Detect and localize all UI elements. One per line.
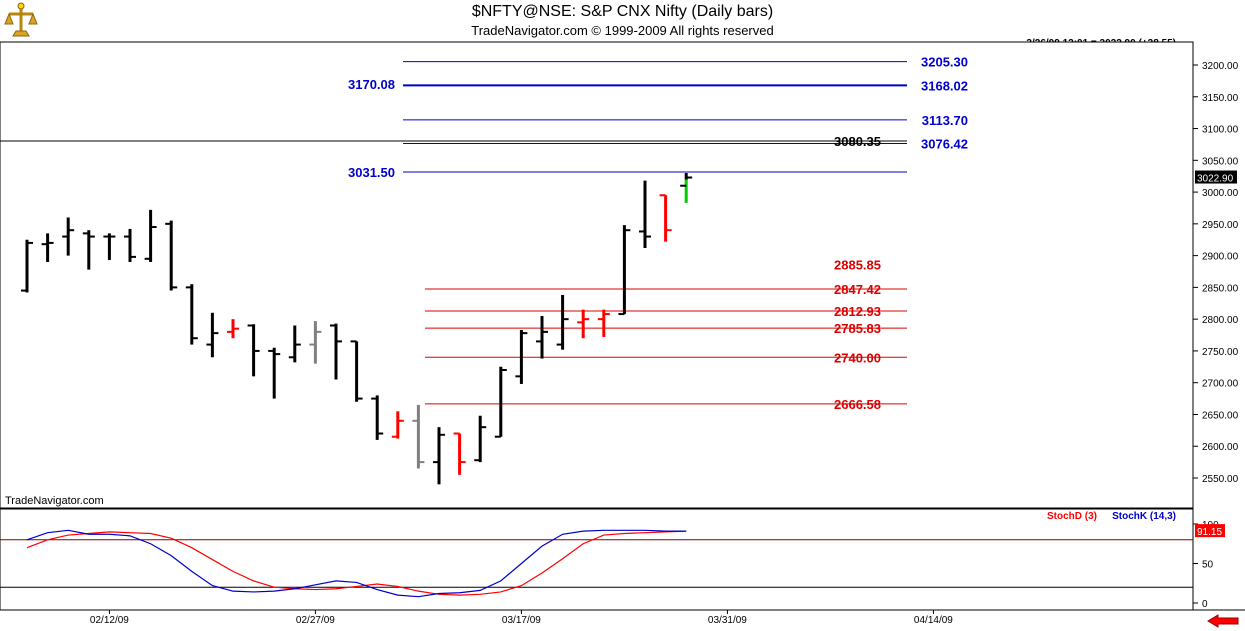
watermark-text: TradeNavigator.com [5, 495, 104, 507]
price-tick-label: 3150.00 [1202, 93, 1239, 104]
price-tick-label: 2750.00 [1202, 347, 1239, 358]
stoch-tick-label: 0 [1202, 599, 1208, 610]
red-level-label: 2812.93 [834, 304, 881, 319]
price-bar [350, 340, 363, 402]
chart-title: $NFTY@NSE: S&P CNX Nifty (Daily bars) [471, 3, 774, 20]
price-bar [680, 173, 693, 203]
price-bar [556, 295, 569, 350]
price-tick-label: 2550.00 [1202, 474, 1239, 485]
price-bar [618, 225, 631, 316]
last-price-marker [1195, 170, 1237, 184]
red-level-label: 2740.00 [834, 350, 881, 365]
price-bar [41, 233, 54, 262]
price-bar [206, 312, 219, 358]
date-tick-label: 02/27/09 [296, 615, 335, 626]
blue-level-label: 3168.02 [921, 78, 968, 93]
price-bar [639, 180, 651, 248]
price-bar [309, 321, 322, 364]
legend-stochk: StochK (14,3) [1112, 511, 1176, 522]
price-tick-label: 2600.00 [1202, 442, 1239, 453]
price-bar [227, 319, 239, 339]
date-tick-label: 03/17/09 [502, 615, 541, 626]
price-bar [330, 323, 342, 380]
price-bar [412, 404, 425, 469]
price-bar [165, 220, 178, 291]
price-bar [82, 230, 95, 270]
price-tick-label: 2650.00 [1202, 410, 1239, 421]
back-arrow-icon[interactable] [1207, 614, 1239, 628]
blue-level-label: 3170.08 [348, 77, 395, 92]
date-tick-label: 02/12/09 [90, 615, 129, 626]
date-tick-label: 04/14/09 [914, 615, 953, 626]
chart-frame [0, 41, 1245, 611]
price-bar [21, 239, 33, 293]
price-bar [494, 366, 507, 438]
price-bar [536, 315, 548, 359]
price-bars [21, 173, 693, 485]
stoch-tick-label: 50 [1202, 560, 1214, 571]
red-level-label: 2847.42 [834, 282, 881, 297]
price-tick-label: 2950.00 [1202, 220, 1239, 231]
price-bar [515, 329, 528, 384]
stoch-series-line [26, 529, 687, 598]
price-bar [577, 309, 590, 339]
price-bar [268, 347, 281, 399]
price-tick-label: 3050.00 [1202, 156, 1239, 167]
price-bar [453, 432, 466, 475]
stoch-last-label: 91.15 [1197, 527, 1222, 538]
red-level-label: 2785.83 [834, 321, 881, 336]
price-bar [433, 427, 445, 485]
legend-stochd: StochD (3) [1047, 511, 1097, 522]
price-tick-label: 3000.00 [1202, 188, 1239, 199]
date-axis: 02/12/09 02/27/09 03/17/09 03/31/09 04/14/09 [90, 610, 953, 626]
red-level-label: 2885.85 [834, 258, 881, 273]
chart-subtitle: TradeNavigator.com © 1999-2009 All right… [471, 23, 774, 38]
price-bar [103, 233, 116, 261]
price-bar [474, 415, 487, 463]
price-axis: 2550.00 2600.00 2650.00 2700.00 2750.00 2800.… [1193, 61, 1239, 485]
price-bar [391, 411, 404, 439]
date-tick-label: 03/31/09 [708, 615, 747, 626]
price-tick-label: 2800.00 [1202, 315, 1239, 326]
trade-navigator-logo-icon [4, 2, 38, 37]
price-bar [659, 194, 672, 242]
price-bar [371, 395, 384, 440]
price-tick-label: 2850.00 [1202, 283, 1239, 294]
price-tick-label: 3100.00 [1202, 125, 1239, 136]
stoch-series-line [26, 530, 687, 596]
price-bar [597, 309, 610, 337]
stochastic-panel [0, 529, 1193, 598]
last-price-label: 3022.90 [1197, 174, 1234, 185]
price-bar [288, 325, 301, 363]
price-tick-label: 2900.00 [1202, 252, 1239, 263]
price-levels: 3205.30 3168.02 3170.08 3113.70 3076.42 3031.… [0, 55, 968, 412]
price-bar [247, 324, 260, 377]
red-level-label: 2666.58 [834, 397, 881, 412]
price-bar [124, 228, 136, 262]
stoch-last-marker [1195, 524, 1225, 538]
black-level-label: 3080.35 [834, 134, 881, 149]
blue-level-label: 3113.70 [922, 113, 968, 128]
price-bar [185, 284, 198, 345]
blue-level-label: 3031.50 [348, 165, 395, 180]
blue-level-label: 3076.42 [921, 137, 968, 152]
stochastic-axis: 05010091.15 [1193, 520, 1225, 610]
blue-level-label: 3205.30 [921, 55, 968, 70]
price-bar [144, 209, 157, 262]
price-tick-label: 2700.00 [1202, 379, 1239, 390]
price-bar [62, 217, 75, 256]
price-tick-label: 3200.00 [1202, 61, 1239, 72]
